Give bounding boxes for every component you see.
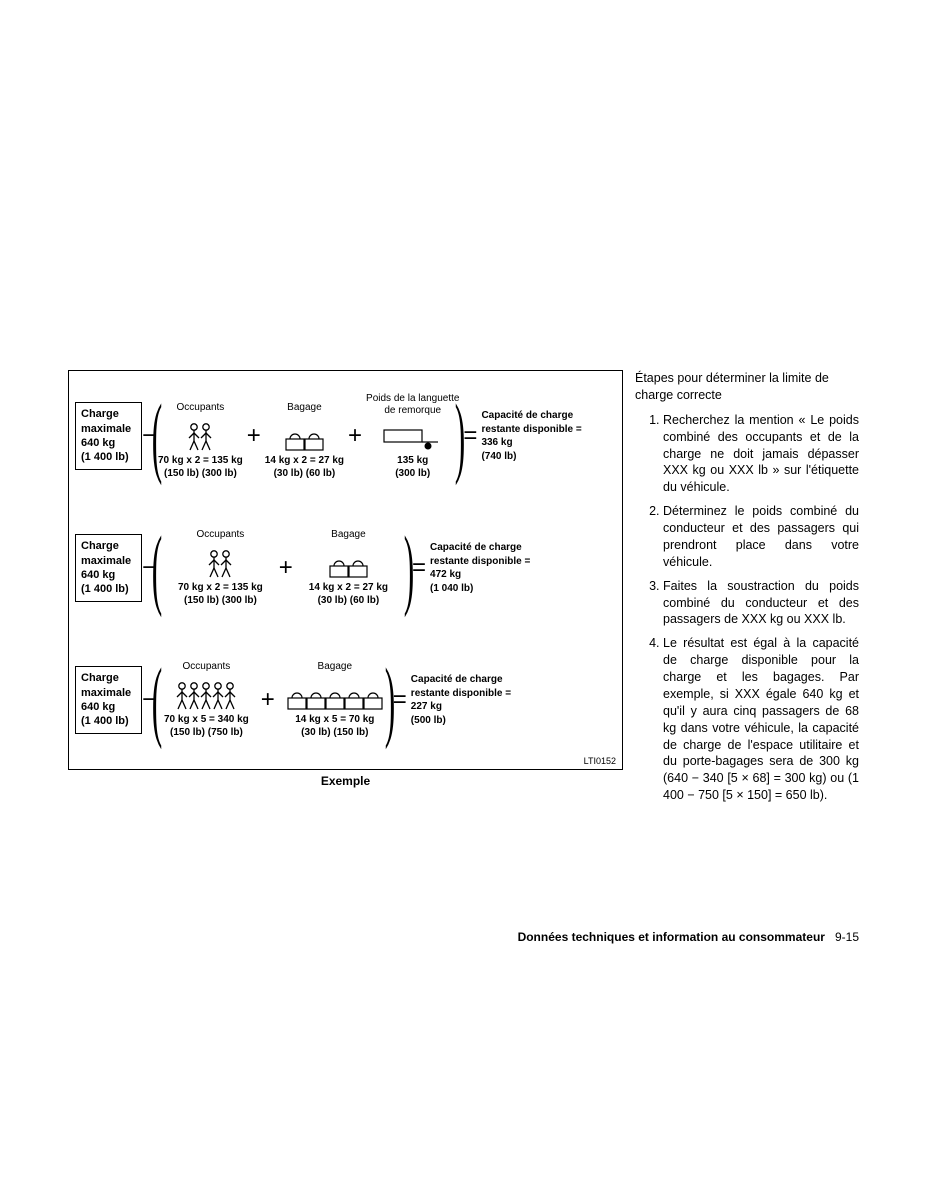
- paren-left-icon: (: [152, 537, 162, 600]
- step-item: Faites la soustraction du poids combiné …: [663, 578, 859, 629]
- charge-l3: 640 kg: [81, 437, 115, 449]
- luggage-icon: [329, 544, 368, 578]
- plus-icon: +: [348, 424, 362, 448]
- bagage-item: Bagage 14 kg x 2 = 27 kg (30 lb) (60 lb): [309, 529, 388, 607]
- plus-icon: +: [261, 688, 275, 712]
- charge-max-box: Charge maximale 640 kg (1 400 lb): [75, 402, 142, 469]
- luggage-icon: [287, 676, 383, 710]
- charge-max-box: Charge maximale 640 kg (1 400 lb): [75, 534, 142, 601]
- paren-right-icon: ): [455, 405, 465, 468]
- paren-left-icon: (: [152, 669, 162, 732]
- example-row-2: Charge maximale 640 kg (1 400 lb) − ( Oc…: [75, 513, 616, 623]
- trl-v1: 135 kg: [397, 455, 428, 466]
- calc-group: Occupants 70 kg x 2 = 135 kg (150 lb) (3…: [158, 529, 408, 607]
- bagage-item: Bagage 14 kg x 5 = 70 kg (30 lb) (150 lb…: [287, 661, 383, 739]
- example-row-3: Charge maximale 640 kg (1 400 lb) − ( Oc…: [75, 645, 616, 755]
- paren-left-icon: (: [152, 405, 162, 468]
- res-l2: restante disponible =: [481, 424, 581, 435]
- occupants-label: Occupants: [176, 402, 224, 415]
- step-item: Le résultat est égal à la capacité de ch…: [663, 635, 859, 804]
- step-item: Recherchez la mention « Le poids combiné…: [663, 412, 859, 496]
- occ-v2: (150 lb) (300 lb): [164, 468, 237, 479]
- charge-l1: Charge: [81, 408, 119, 420]
- example-figure: Charge maximale 640 kg (1 400 lb) − ( Oc…: [68, 370, 623, 770]
- plus-icon: +: [247, 424, 261, 448]
- text-column: Étapes pour déterminer la limite de char…: [635, 370, 859, 811]
- person-icon: [208, 544, 232, 578]
- bag-v1: 14 kg x 2 = 27 kg: [265, 455, 344, 466]
- steps-list: Recherchez la mention « Le poids combiné…: [635, 412, 859, 804]
- occupants-item: Occupants 70 kg x 2 = 135 kg (150 lb) (3…: [178, 529, 263, 607]
- paren-right-icon: ): [385, 669, 395, 732]
- res-l3: 336 kg: [481, 437, 512, 448]
- bag-v2: (30 lb) (60 lb): [274, 468, 336, 479]
- equals-icon: =: [463, 424, 477, 448]
- trailer-label-1: Poids de la languette: [366, 393, 459, 404]
- trailer-item: Poids de la languette de remorque 135 kg…: [366, 393, 459, 480]
- figure-code: LTI0152: [584, 756, 616, 767]
- res-l1: Capacité de charge: [481, 410, 573, 421]
- figure-caption: Exemple: [68, 774, 623, 788]
- steps-title: Étapes pour déterminer la limite de char…: [635, 370, 859, 404]
- luggage-icon: [285, 417, 324, 451]
- res-l4: (740 lb): [481, 451, 516, 462]
- paren-right-icon: ): [404, 537, 414, 600]
- result-text: Capacité de charge restante disponible =…: [481, 409, 586, 463]
- bagage-label: Bagage: [287, 402, 321, 415]
- occupants-item: Occupants 70 kg x 5 = 340 kg (150 lb) (7…: [164, 661, 249, 739]
- occ-v1: 70 kg x 2 = 135 kg: [158, 455, 243, 466]
- step-item: Déterminez le poids combiné du conducteu…: [663, 503, 859, 571]
- plus-icon: +: [279, 556, 293, 580]
- person-icon: [188, 417, 212, 451]
- result-text: Capacité de charge restante disponible =…: [430, 541, 535, 595]
- charge-l4: (1 400 lb): [81, 451, 129, 463]
- calc-group: Occupants 70 kg x 2 = 135 kg (150 lb) (3…: [158, 393, 459, 480]
- page-footer: Données techniques et information au con…: [518, 930, 859, 944]
- person-icon: [176, 676, 236, 710]
- footer-section: Données techniques et information au con…: [518, 930, 825, 944]
- example-row-1: Charge maximale 640 kg (1 400 lb) − ( Oc…: [75, 381, 616, 491]
- trailer-label-2: de remorque: [384, 405, 441, 416]
- occupants-item: Occupants 70 kg x 2 = 135 kg (150 lb) (3…: [158, 402, 243, 480]
- charge-max-box: Charge maximale 640 kg (1 400 lb): [75, 666, 142, 733]
- result-text: Capacité de charge restante disponible =…: [411, 673, 516, 727]
- trailer-icon: [383, 417, 443, 451]
- trl-v2: (300 lb): [395, 468, 430, 479]
- calc-group: Occupants 70 kg x 5 = 340 kg (150 lb) (7…: [158, 661, 389, 739]
- footer-page: 9-15: [835, 930, 859, 944]
- charge-l2: maximale: [81, 423, 131, 435]
- bagage-item: Bagage 14 kg x 2 = 27 kg (30 lb) (60 lb): [265, 402, 344, 480]
